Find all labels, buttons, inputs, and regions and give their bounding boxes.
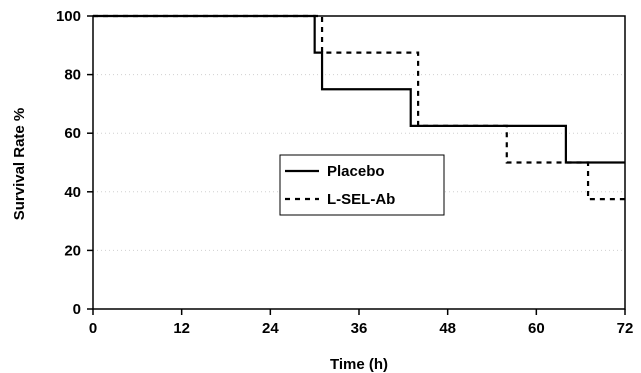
x-axis-title: Time (h) <box>330 356 388 373</box>
x-axis: 0 12 24 36 48 60 72 <box>89 309 634 337</box>
series-group <box>93 14 625 201</box>
legend: Placebo L-SEL-Ab <box>279 154 445 216</box>
x-tick-label: 24 <box>262 320 279 337</box>
y-tick-label: 80 <box>64 67 81 84</box>
series-line-placebo <box>93 14 625 164</box>
x-tick-label: 12 <box>173 320 190 337</box>
y-tick-label: 0 <box>73 301 81 318</box>
y-tick-label: 100 <box>56 8 81 25</box>
legend-label: Placebo <box>327 163 385 180</box>
legend-label: L-SEL-Ab <box>327 191 395 208</box>
grid <box>93 74 625 251</box>
x-tick-label: 72 <box>617 320 634 337</box>
x-tick-label: 48 <box>439 320 456 337</box>
x-tick-label: 60 <box>528 320 545 337</box>
y-tick-label: 20 <box>64 242 81 259</box>
y-axis-title: Survival Rate % <box>11 108 28 221</box>
y-tick-label: 60 <box>64 125 81 142</box>
x-tick-label: 0 <box>89 320 97 337</box>
x-tick-label: 36 <box>351 320 368 337</box>
y-axis: 0 20 40 60 80 100 <box>56 8 93 318</box>
legend-box <box>279 154 445 216</box>
y-tick-label: 40 <box>64 184 81 201</box>
